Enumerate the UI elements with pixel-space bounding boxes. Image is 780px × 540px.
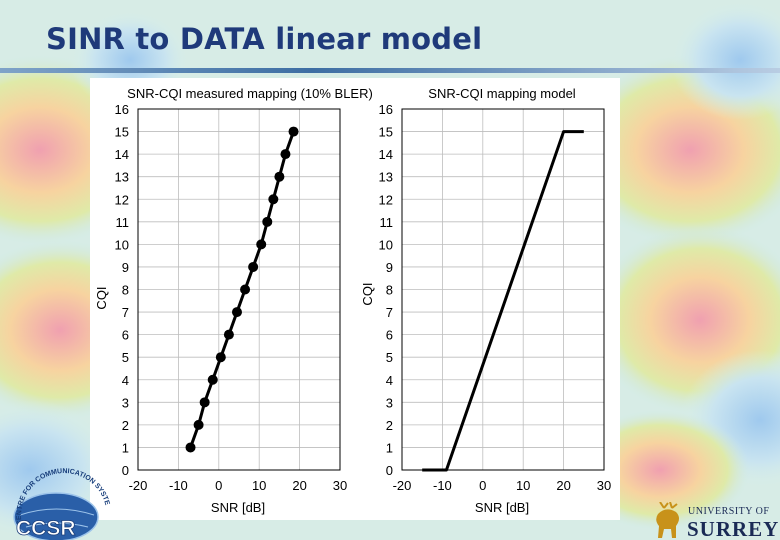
y-tick-label: 5 [386, 350, 393, 365]
data-point-marker [215, 352, 226, 363]
x-tick-label: -10 [433, 478, 452, 493]
y-tick-label: 3 [386, 395, 393, 410]
y-tick-label: 3 [122, 395, 129, 410]
x-tick-label: -10 [169, 478, 188, 493]
chart-measured-x-ticks: -20 -10 0 10 20 30 [129, 478, 348, 493]
y-tick-label: 11 [116, 215, 130, 230]
chart-model-x-ticks: -20 -10 0 10 20 30 [393, 478, 612, 493]
chart-model-series [422, 130, 584, 472]
data-point-marker [240, 284, 251, 295]
data-point-marker [223, 329, 234, 340]
x-tick-label: 20 [292, 478, 306, 493]
data-point-marker [231, 307, 242, 318]
series-line [422, 130, 584, 472]
y-tick-label: 10 [115, 237, 129, 252]
y-tick-label: 14 [115, 147, 129, 162]
y-tick-label: 0 [386, 463, 393, 478]
data-point-marker [280, 149, 291, 160]
y-tick-label: 15 [115, 125, 129, 140]
x-tick-label: 10 [252, 478, 266, 493]
chart-model-axes-frame [401, 108, 605, 471]
y-tick-label: 8 [386, 283, 393, 298]
chart-model-grid [401, 108, 605, 471]
chart-model-xlabel: SNR [dB] [475, 500, 529, 515]
data-point-marker [193, 419, 204, 430]
x-tick-label: -20 [393, 478, 412, 493]
y-tick-label: 13 [115, 170, 129, 185]
ccsr-logo: CENTRE FOR COMMUNICATION SYSTEMS RESEARC… [4, 455, 111, 540]
y-tick-label: 6 [386, 328, 393, 343]
y-tick-label: 2 [386, 418, 393, 433]
x-tick-label: 0 [215, 478, 222, 493]
surrey-logo: UNIVERSITY OF SURREY [656, 502, 779, 540]
data-point-marker [185, 442, 196, 453]
data-point-marker [268, 194, 279, 205]
data-point-marker [256, 239, 267, 250]
y-tick-label: 15 [379, 125, 393, 140]
y-tick-label: 10 [379, 237, 393, 252]
y-tick-label: 13 [379, 170, 393, 185]
y-tick-label: 7 [386, 305, 393, 320]
y-tick-label: 9 [386, 260, 393, 275]
surrey-text: SURREY [687, 517, 779, 540]
y-tick-label: 16 [115, 102, 129, 117]
y-tick-label: 9 [122, 260, 129, 275]
y-tick-label: 4 [386, 373, 393, 388]
slide-title: SINR to DATA linear model [46, 22, 483, 56]
x-tick-label: -20 [129, 478, 148, 493]
y-tick-label: 11 [380, 215, 394, 230]
y-tick-label: 12 [379, 192, 393, 207]
chart-model-title: SNR-CQI mapping model [428, 86, 575, 101]
x-tick-label: 10 [516, 478, 530, 493]
x-tick-label: 20 [556, 478, 570, 493]
chart-measured-title: SNR-CQI measured mapping (10% BLER) [127, 86, 373, 101]
y-tick-label: 4 [122, 373, 129, 388]
chart-model: SNR-CQI mapping model CQI SNR [dB] 01234… [360, 86, 611, 515]
data-point-marker [248, 261, 259, 272]
title-underline [0, 68, 780, 73]
x-tick-label: 30 [333, 478, 347, 493]
x-tick-label: 30 [597, 478, 611, 493]
y-tick-label: 2 [122, 418, 129, 433]
y-tick-label: 7 [122, 305, 129, 320]
ccsr-globe-icon [14, 493, 98, 540]
x-tick-label: 0 [479, 478, 486, 493]
data-point-marker [274, 171, 285, 182]
y-tick-label: 12 [115, 192, 129, 207]
data-point-marker [262, 216, 273, 227]
y-tick-label: 14 [379, 147, 393, 162]
charts-canvas: SNR-CQI measured mapping (10% BLER) CQI … [94, 86, 611, 515]
y-tick-label: 1 [386, 440, 393, 455]
chart-measured-xlabel: SNR [dB] [211, 500, 265, 515]
university-of-text: UNIVERSITY OF [688, 506, 769, 517]
y-tick-label: 0 [122, 463, 129, 478]
chart-measured: SNR-CQI measured mapping (10% BLER) CQI … [94, 86, 373, 515]
y-tick-label: 16 [379, 102, 393, 117]
data-point-marker [288, 126, 299, 137]
stag-crest-icon [656, 502, 679, 538]
chart-model-ylabel: CQI [360, 282, 375, 305]
y-tick-label: 8 [122, 283, 129, 298]
data-point-marker [199, 397, 210, 408]
chart-measured-ylabel: CQI [94, 286, 109, 309]
data-point-marker [207, 374, 218, 385]
chart-measured-grid [137, 108, 341, 471]
ccsr-logo-text: CCSR [16, 517, 76, 540]
chart-measured-axes-frame [137, 108, 341, 471]
chart-measured-series [185, 126, 299, 453]
y-tick-label: 1 [122, 440, 129, 455]
y-tick-label: 5 [122, 350, 129, 365]
y-tick-label: 6 [122, 328, 129, 343]
